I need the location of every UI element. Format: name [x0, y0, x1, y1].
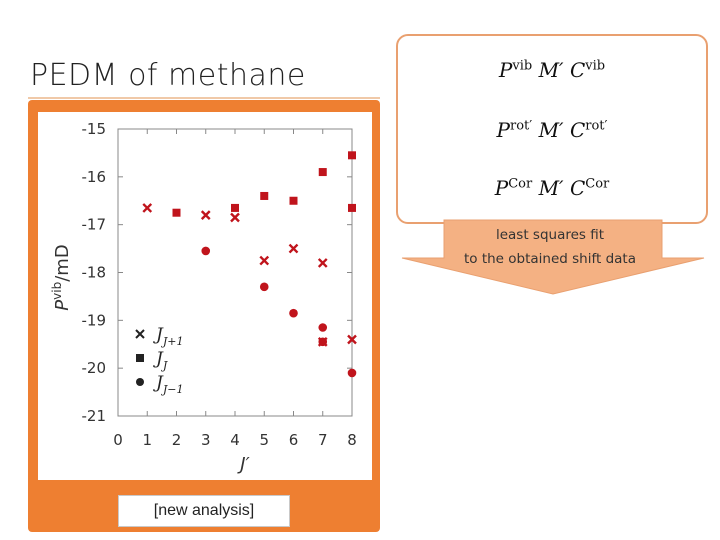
formula-vib-c-sup: vib: [585, 58, 606, 74]
legend-marker-x: [135, 329, 145, 339]
y-tick-label: -17: [82, 216, 107, 234]
data-point-square: [260, 191, 269, 200]
new-analysis-label: [new analysis]: [118, 495, 290, 527]
legend-marker-square: [136, 354, 144, 362]
x-tick-label: 3: [201, 431, 211, 449]
data-point-circle: [201, 246, 211, 256]
data-point-x: [347, 334, 357, 345]
plot-area-border: [117, 128, 353, 417]
chart-panel: [38, 112, 372, 480]
legend-label: JJ: [153, 349, 168, 372]
data-point-x: [200, 210, 211, 220]
data-point-square: [348, 151, 356, 160]
formula-rot-c: C: [569, 118, 586, 142]
formula-rot-p-sup: rot′: [509, 118, 533, 134]
legend-label: JJ−1: [153, 373, 183, 396]
data-point-square: [348, 203, 356, 212]
x-tick-label: 2: [172, 431, 182, 449]
x-tick-label: 1: [142, 431, 152, 449]
y-tick-label: -18: [82, 264, 107, 282]
data-point-square: [231, 203, 239, 212]
data-point-circle: [318, 337, 328, 347]
y-tick-label: -19: [82, 311, 107, 329]
y-tick-label: -15: [82, 120, 107, 138]
formula-box: Pvib M′ Cvib Prot′ M′ Crot′ PCor M′ CCor: [396, 34, 708, 224]
x-tick-label: 6: [289, 431, 299, 449]
slide-title: PEDM of methane: [30, 58, 306, 93]
data-point-x: [230, 212, 240, 223]
formula-cor: PCor M′ CCor: [398, 176, 706, 200]
formula-cor-m: M′: [538, 176, 564, 200]
legend-label: JJ+1: [153, 325, 183, 348]
formula-vib-p-sup: vib: [512, 58, 533, 74]
down-arrow-icon: [401, 219, 705, 295]
data-point-square: [172, 208, 181, 217]
y-tick-label: -16: [82, 168, 107, 186]
formula-rot-p: P: [496, 118, 510, 142]
formula-vib-c: C: [569, 58, 586, 82]
formula-cor-p-sup: Cor: [508, 176, 533, 192]
data-point-circle: [259, 282, 269, 292]
pedm-scatter-chart: -15 -16 -17 -18 -19 -20 -21 0 1 2 3 4 5 6 7 8 J′ Pvib/mD J…: [50, 120, 357, 475]
x-tick-label: 8: [347, 431, 357, 449]
title-underline: [28, 97, 380, 99]
formula-cor-c-sup: Cor: [585, 176, 610, 192]
x-tick-label: 0: [113, 431, 123, 449]
data-point-x: [288, 243, 299, 254]
x-tick-label: 4: [230, 431, 240, 449]
data-point-x: [259, 255, 270, 266]
formula-rot-c-sup: rot′: [585, 118, 608, 134]
formula-vib: Pvib M′ Cvib: [398, 58, 706, 82]
data-point-circle: [347, 368, 357, 378]
x-tick-label: 7: [318, 431, 328, 449]
data-point-x: [317, 258, 328, 268]
formula-rot-m: M′: [538, 118, 564, 142]
data-point-circle: [318, 323, 328, 332]
arrow-text-line1: least squares fit: [495, 227, 605, 243]
legend-marker-circle: [136, 378, 144, 386]
y-axis-label: Pvib/mD: [50, 244, 73, 310]
data-point-square: [318, 168, 327, 177]
y-tick-label: -21: [82, 407, 107, 425]
data-point-circle: [289, 308, 298, 318]
formula-cor-p: P: [494, 176, 509, 200]
y-tick-label: -20: [82, 359, 107, 377]
formula-vib-m: M′: [538, 58, 564, 82]
formula-rot: Prot′ M′ Crot′: [398, 118, 706, 142]
formula-vib-p: P: [498, 58, 513, 82]
formula-cor-c: C: [569, 176, 586, 200]
x-axis-label: J′: [237, 454, 249, 475]
data-point-square: [289, 196, 298, 205]
arrow-text-line2: to the obtained shift data: [463, 251, 636, 267]
x-tick-label: 5: [259, 431, 269, 449]
data-point-x: [142, 203, 153, 213]
